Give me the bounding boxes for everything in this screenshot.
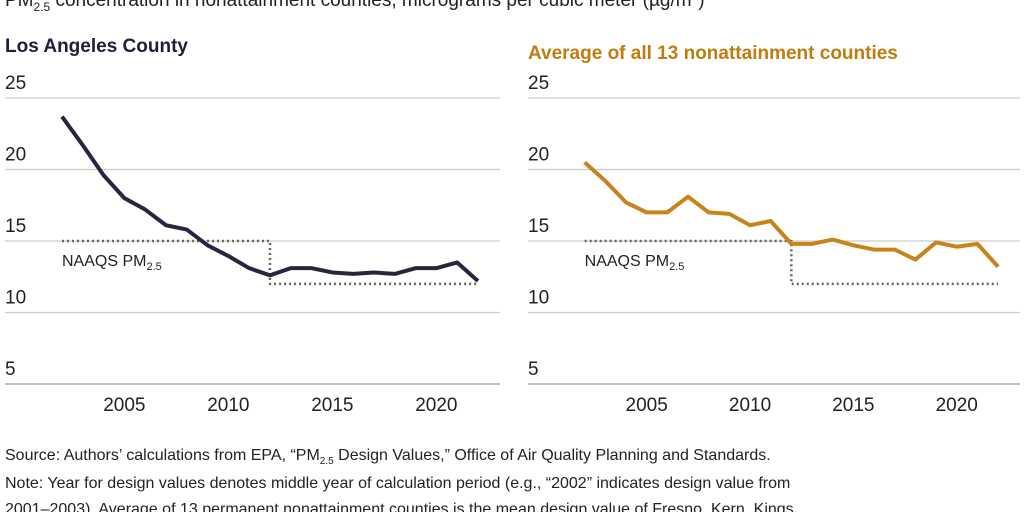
source-sub: 2.5 (320, 456, 334, 467)
y-tick-label: 20 (5, 145, 26, 166)
y-tick-label: 15 (5, 216, 26, 237)
note-line: 2001–2003). Average of 13 permanent nona… (5, 501, 794, 512)
source-part: Design Values,” Office of Air Quality Pl… (334, 447, 771, 464)
y-tick-label: 10 (5, 288, 26, 309)
x-tick-label: 2020 (936, 395, 978, 416)
y-tick-label: 25 (528, 73, 549, 94)
data-line (583, 160, 1000, 269)
note-line: Note: Year for design values denotes mid… (5, 475, 790, 492)
source-part: Source: Authors’ calculations from EPA, … (5, 447, 320, 464)
data-line (60, 115, 480, 283)
y-tick-label: 25 (5, 73, 26, 94)
reference-label-part: NAAQS PM (62, 253, 146, 270)
x-tick-label: 2020 (415, 395, 457, 416)
subtitle: PM2.5 concentration in nonattainment cou… (5, 0, 705, 14)
panel-title: Los Angeles County (5, 36, 188, 57)
reference-label: NAAQS PM2.5 (62, 253, 162, 273)
x-tick-label: 2015 (311, 395, 353, 416)
y-tick-label: 15 (528, 216, 549, 237)
y-tick-label: 5 (5, 359, 16, 380)
x-tick-label: 2010 (207, 395, 249, 416)
subtitle-part: ) (698, 0, 704, 11)
x-tick-label: 2015 (832, 395, 874, 416)
subtitle-part: concentration in nonattainment counties,… (50, 0, 691, 11)
reference-label-sub: 2.5 (146, 261, 161, 273)
y-tick-label: 10 (528, 288, 549, 309)
y-tick-label: 5 (528, 359, 539, 380)
subtitle-sub: 2.5 (34, 0, 51, 14)
x-tick-label: 2005 (103, 395, 145, 416)
x-tick-label: 2005 (626, 395, 668, 416)
reference-label-part: NAAQS PM (585, 253, 669, 270)
reference-label-sub: 2.5 (669, 261, 684, 273)
y-tick-label: 20 (528, 145, 549, 166)
subtitle-part: PM (5, 0, 34, 11)
subtitle-sup: 3 (692, 0, 699, 1)
panel-title: Average of all 13 nonattainment counties (528, 43, 898, 64)
x-tick-label: 2010 (729, 395, 771, 416)
source: Source: Authors’ calculations from EPA, … (5, 447, 771, 467)
reference-label: NAAQS PM2.5 (585, 253, 685, 273)
